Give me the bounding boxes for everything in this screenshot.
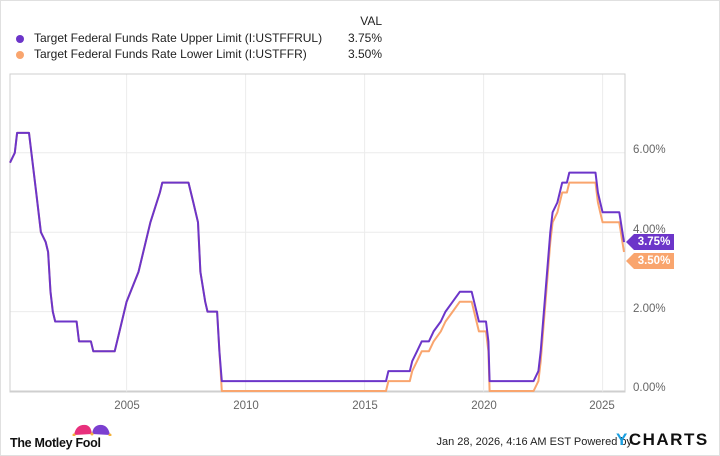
x-tick-label: 2010 bbox=[233, 400, 259, 412]
y-tick-label: 0.00% bbox=[633, 382, 666, 394]
legend-series-name: Target Federal Funds Rate Upper Limit (I… bbox=[34, 31, 323, 45]
y-tick-label: 4.00% bbox=[633, 224, 666, 236]
x-tick-label: 2005 bbox=[114, 400, 140, 412]
legend-value-header: VAL bbox=[360, 14, 382, 28]
x-tick-label: 2015 bbox=[352, 400, 378, 412]
y-tick-label: 2.00% bbox=[633, 303, 666, 315]
y-tick-label: 6.00% bbox=[633, 144, 666, 156]
series-line-upper bbox=[9, 131, 625, 383]
plot-border bbox=[9, 73, 626, 393]
legend-series-value: 3.50% bbox=[347, 47, 382, 61]
gridlines bbox=[10, 74, 625, 392]
timestamp-text: Jan 28, 2026, 4:16 AM EST Powered by bbox=[436, 436, 632, 448]
x-tick-label: 2020 bbox=[471, 400, 497, 412]
legend-item-lower[interactable]: Target Federal Funds Rate Lower Limit (I… bbox=[16, 47, 386, 63]
ycharts-logo: YCHARTS bbox=[616, 430, 709, 449]
legend-series-value: 3.75% bbox=[347, 31, 382, 45]
series-dot-icon bbox=[16, 35, 24, 43]
legend-item-upper[interactable]: Target Federal Funds Rate Upper Limit (I… bbox=[16, 31, 386, 47]
x-tick-label: 2025 bbox=[589, 400, 615, 412]
last-value-tag-lower: 3.50% bbox=[626, 253, 674, 269]
jester-hat-icon bbox=[72, 424, 112, 436]
legend-series-name: Target Federal Funds Rate Lower Limit (I… bbox=[34, 47, 307, 61]
series-dot-icon bbox=[16, 51, 24, 59]
last-value-tag-upper: 3.75% bbox=[626, 234, 674, 250]
